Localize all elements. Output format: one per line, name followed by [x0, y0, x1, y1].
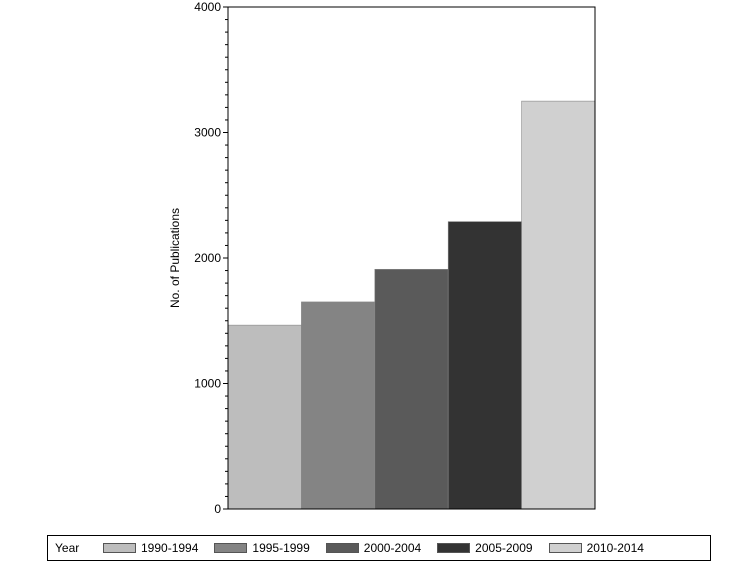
chart-svg: 0 1000 2000 3000 4000 No. of Publications	[168, 0, 596, 516]
bar-1995-1999	[301, 301, 376, 510]
legend-label: 1995-1999	[252, 541, 310, 555]
legend-swatch	[437, 543, 471, 553]
chart: 0 1000 2000 3000 4000 No. of Publications	[168, 0, 596, 516]
legend: Year 1990-1994 1995-1999 2000-2004 2005-200…	[47, 535, 711, 561]
legend-label: 2005-2009	[475, 541, 533, 555]
legend-label: 1990-1994	[141, 541, 199, 555]
legend-title: Year	[55, 541, 80, 555]
bar-2000-2004	[374, 268, 449, 510]
legend-item: 2000-2004	[325, 541, 422, 555]
y-tick-label: 1000	[194, 377, 221, 391]
bar-1990-1994	[227, 324, 302, 510]
legend-item: 2005-2009	[437, 541, 533, 555]
legend-swatch	[548, 543, 582, 553]
legend-item: 1990-1994	[103, 541, 198, 555]
bar-2010-2014	[521, 100, 596, 510]
legend-label: 2000-2004	[363, 541, 422, 555]
legend-label: 2010-2014	[586, 541, 644, 555]
legend-swatch	[103, 543, 136, 553]
y-tick-label: 2000	[194, 251, 221, 265]
legend-items: 1990-1994 1995-1999 2000-2004 2005-2009 2010…	[103, 541, 660, 555]
y-tick-label: 0	[214, 502, 221, 516]
y-tick-label: 3000	[194, 126, 221, 140]
y-axis-title: No. of Publications	[168, 208, 182, 308]
legend-swatch	[325, 543, 359, 553]
legend-swatch	[214, 543, 248, 553]
plot-frame	[227, 6, 596, 510]
legend-item: 1995-1999	[214, 541, 310, 555]
bar-2005-2009	[447, 221, 522, 510]
bars-layer	[227, 100, 596, 510]
axis-layer: 0 1000 2000 3000 4000	[194, 0, 228, 516]
y-tick-label: 4000	[194, 0, 221, 14]
legend-item: 2010-2014	[548, 541, 644, 555]
